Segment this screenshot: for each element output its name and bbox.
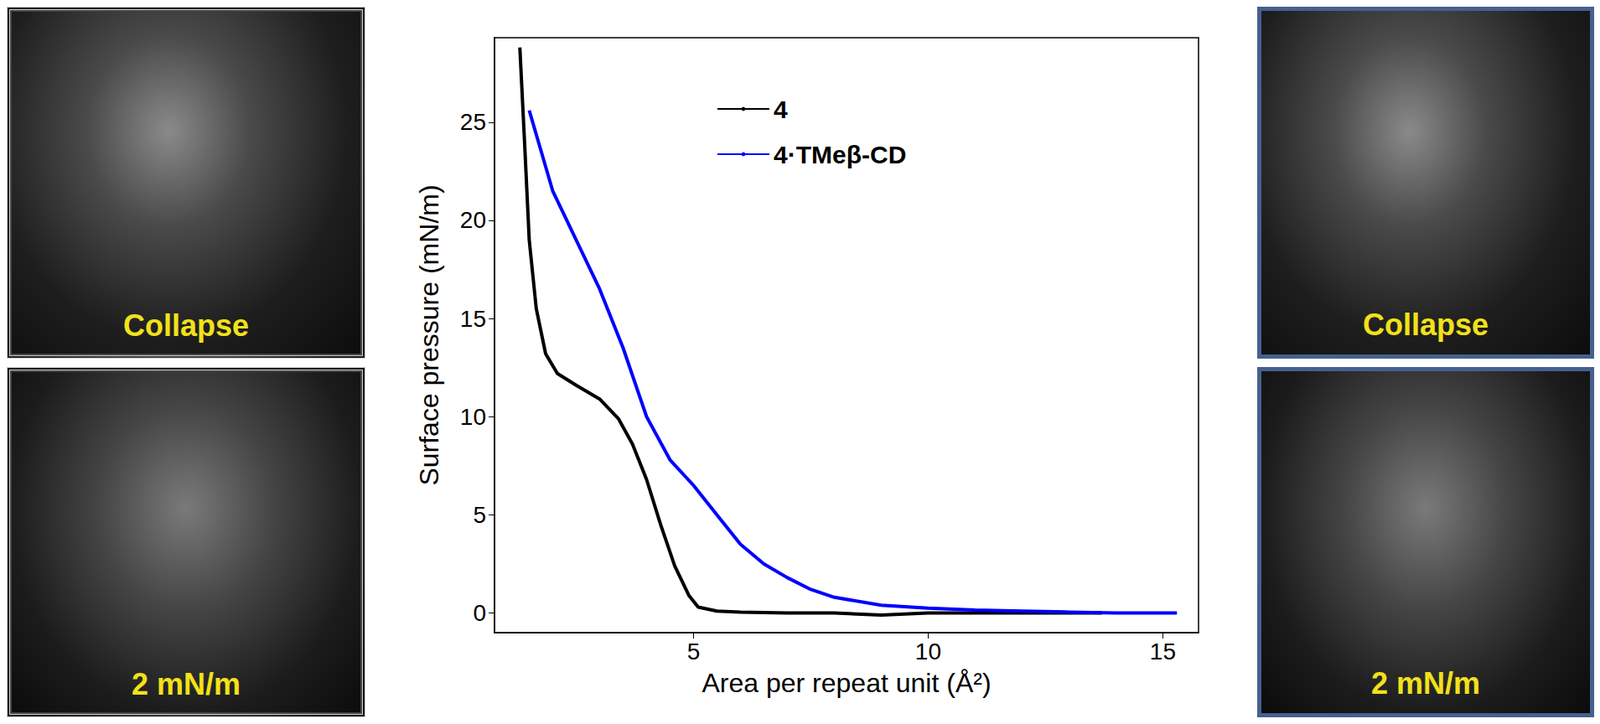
svg-text:5: 5 bbox=[472, 502, 487, 529]
html-text:Collapse: Collapse bbox=[123, 308, 249, 343]
html-text:2 mN/m: 2 mN/m bbox=[1371, 666, 1481, 701]
html-text:2 mN/m: 2 mN/m bbox=[131, 667, 241, 702]
svg-text:Surface pressure (mN/m): Surface pressure (mN/m) bbox=[414, 184, 445, 486]
svg-text:10: 10 bbox=[460, 403, 487, 430]
svg-text:15: 15 bbox=[460, 305, 487, 332]
svg-text:15: 15 bbox=[1149, 638, 1176, 665]
svg-text:5: 5 bbox=[687, 638, 701, 665]
svg-text:0: 0 bbox=[472, 600, 487, 627]
svg-text:10: 10 bbox=[915, 638, 942, 665]
svg-text:20: 20 bbox=[460, 207, 487, 234]
html-text:Collapse: Collapse bbox=[1362, 307, 1489, 342]
svg-text:25: 25 bbox=[460, 108, 487, 135]
svg-text:4·TMeβ-CD: 4·TMeβ-CD bbox=[773, 140, 907, 169]
svg-text:4: 4 bbox=[773, 95, 788, 124]
svg-text:Area per repeat unit (Å²): Area per repeat unit (Å²) bbox=[701, 667, 991, 699]
